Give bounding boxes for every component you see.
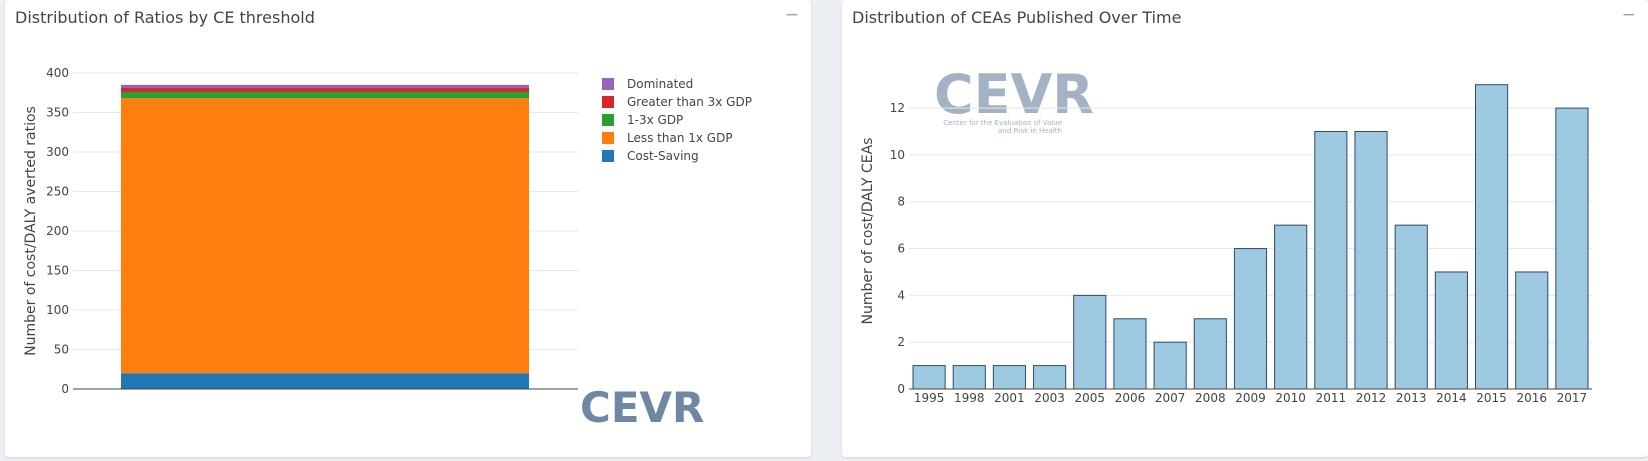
- x-tick-label: 2001: [994, 391, 1025, 405]
- x-tick-label: 2010: [1275, 391, 1306, 405]
- bar-2001[interactable]: [992, 365, 1027, 390]
- bar-2014[interactable]: [1434, 271, 1468, 390]
- y-tick-label: 0: [897, 382, 905, 396]
- y-tick-label: 250: [46, 185, 69, 199]
- bar-2013[interactable]: [1394, 224, 1428, 390]
- y-tick-label: 350: [46, 106, 69, 120]
- x-tick-label: 2009: [1235, 391, 1266, 405]
- x-tick-label: 2015: [1476, 391, 1507, 405]
- bar-2003[interactable]: [1033, 365, 1067, 390]
- bar-segment-less-than-1x-gdp[interactable]: [121, 98, 529, 374]
- x-tick-label: 2016: [1516, 391, 1547, 405]
- legend-swatch: [602, 150, 614, 162]
- y-tick-label: 300: [46, 145, 69, 159]
- x-tick-label: 2012: [1356, 391, 1387, 405]
- ceas-over-time-panel: Distribution of CEAs Published Over Time…: [842, 0, 1648, 457]
- y-tick-label: 200: [46, 224, 69, 238]
- y-tick-label: 100: [46, 303, 69, 317]
- bar-segment-greater-than-3x-gdp[interactable]: [121, 88, 529, 92]
- logo-subtitle-line1: Center for the Evaluation of Value: [943, 119, 1062, 127]
- legend-swatch: [602, 132, 614, 144]
- y-tick-label: 4: [897, 288, 905, 302]
- bar-2011[interactable]: [1314, 131, 1348, 390]
- x-tick-label: 2011: [1316, 391, 1347, 405]
- minus-icon[interactable]: −: [784, 5, 799, 25]
- legend-item[interactable]: Dominated: [627, 77, 693, 91]
- x-tick-label: 2013: [1396, 391, 1427, 405]
- cevr-watermark-logo: CEVR: [934, 63, 1094, 126]
- bar-segment-dominated[interactable]: [121, 84, 529, 89]
- bar-2007[interactable]: [1153, 341, 1187, 390]
- plot-area: 0 2 4 6 8 10 12 1995 1998 2001 2003 2005 2006 2007 200…: [890, 84, 1592, 405]
- y-tick-label: 0: [61, 382, 69, 396]
- legend-item[interactable]: 1-3x GDP: [627, 113, 683, 127]
- ratios-panel: Distribution of Ratios by CE threshold −…: [5, 0, 811, 457]
- cevr-logo: CEVR: [580, 383, 704, 432]
- bar-1995[interactable]: [912, 365, 946, 390]
- x-tick-label: 2005: [1075, 391, 1106, 405]
- bar-2008[interactable]: [1193, 318, 1227, 390]
- y-tick-label: 400: [46, 66, 69, 80]
- legend-swatch: [602, 96, 614, 108]
- bar-2006[interactable]: [1113, 318, 1147, 390]
- stacked-bar-chart: 0 50 100 150 200 250 300 350 400 Number of cost/…: [23, 66, 752, 432]
- bar-segment-1-3x-gdp[interactable]: [121, 91, 529, 99]
- minus-icon[interactable]: −: [1621, 5, 1636, 25]
- y-tick-label: 2: [897, 335, 905, 349]
- bar-1998[interactable]: [952, 365, 986, 390]
- panel-title: Distribution of Ratios by CE threshold: [15, 8, 315, 27]
- legend-swatch: [602, 114, 614, 126]
- x-tick-label: 1998: [954, 391, 985, 405]
- bar-2005[interactable]: [1073, 294, 1107, 390]
- y-axis-title: Number of cost/DALY averted ratios: [23, 106, 39, 356]
- bar-2016[interactable]: [1515, 271, 1549, 390]
- bar-2017[interactable]: [1555, 107, 1589, 390]
- x-tick-label: 1995: [914, 391, 945, 405]
- x-tick-label: 2006: [1115, 391, 1146, 405]
- x-tick-label: 2008: [1195, 391, 1226, 405]
- y-tick-label: 8: [897, 195, 905, 209]
- y-axis-title: Number of cost/DALY CEAs: [860, 138, 876, 325]
- panel-title: Distribution of CEAs Published Over Time: [852, 8, 1182, 27]
- bar-2010[interactable]: [1274, 224, 1308, 390]
- legend-swatch: [602, 78, 614, 90]
- y-tick-label: 50: [54, 343, 69, 357]
- bar-2009[interactable]: [1233, 248, 1268, 390]
- y-tick-label: 6: [897, 242, 905, 256]
- y-tick-label: 150: [46, 264, 69, 278]
- x-tick-label: 2003: [1034, 391, 1065, 405]
- bar-2012[interactable]: [1354, 131, 1388, 390]
- x-tick-label: 2007: [1155, 391, 1186, 405]
- bar-chart: CEVR Center for the Evaluation of Value …: [860, 63, 1592, 405]
- x-tick-label: 2014: [1436, 391, 1467, 405]
- legend-item[interactable]: Cost-Saving: [627, 149, 699, 163]
- y-tick-label: 10: [890, 148, 905, 162]
- logo-subtitle-line2: and Risk in Health: [998, 127, 1062, 135]
- legend-item[interactable]: Greater than 3x GDP: [627, 95, 752, 109]
- bar-2015[interactable]: [1474, 84, 1509, 390]
- x-tick-label: 2017: [1557, 391, 1588, 405]
- y-tick-label: 12: [890, 101, 905, 115]
- bar-segment-cost-saving[interactable]: [121, 373, 529, 389]
- legend-item[interactable]: Less than 1x GDP: [627, 131, 733, 145]
